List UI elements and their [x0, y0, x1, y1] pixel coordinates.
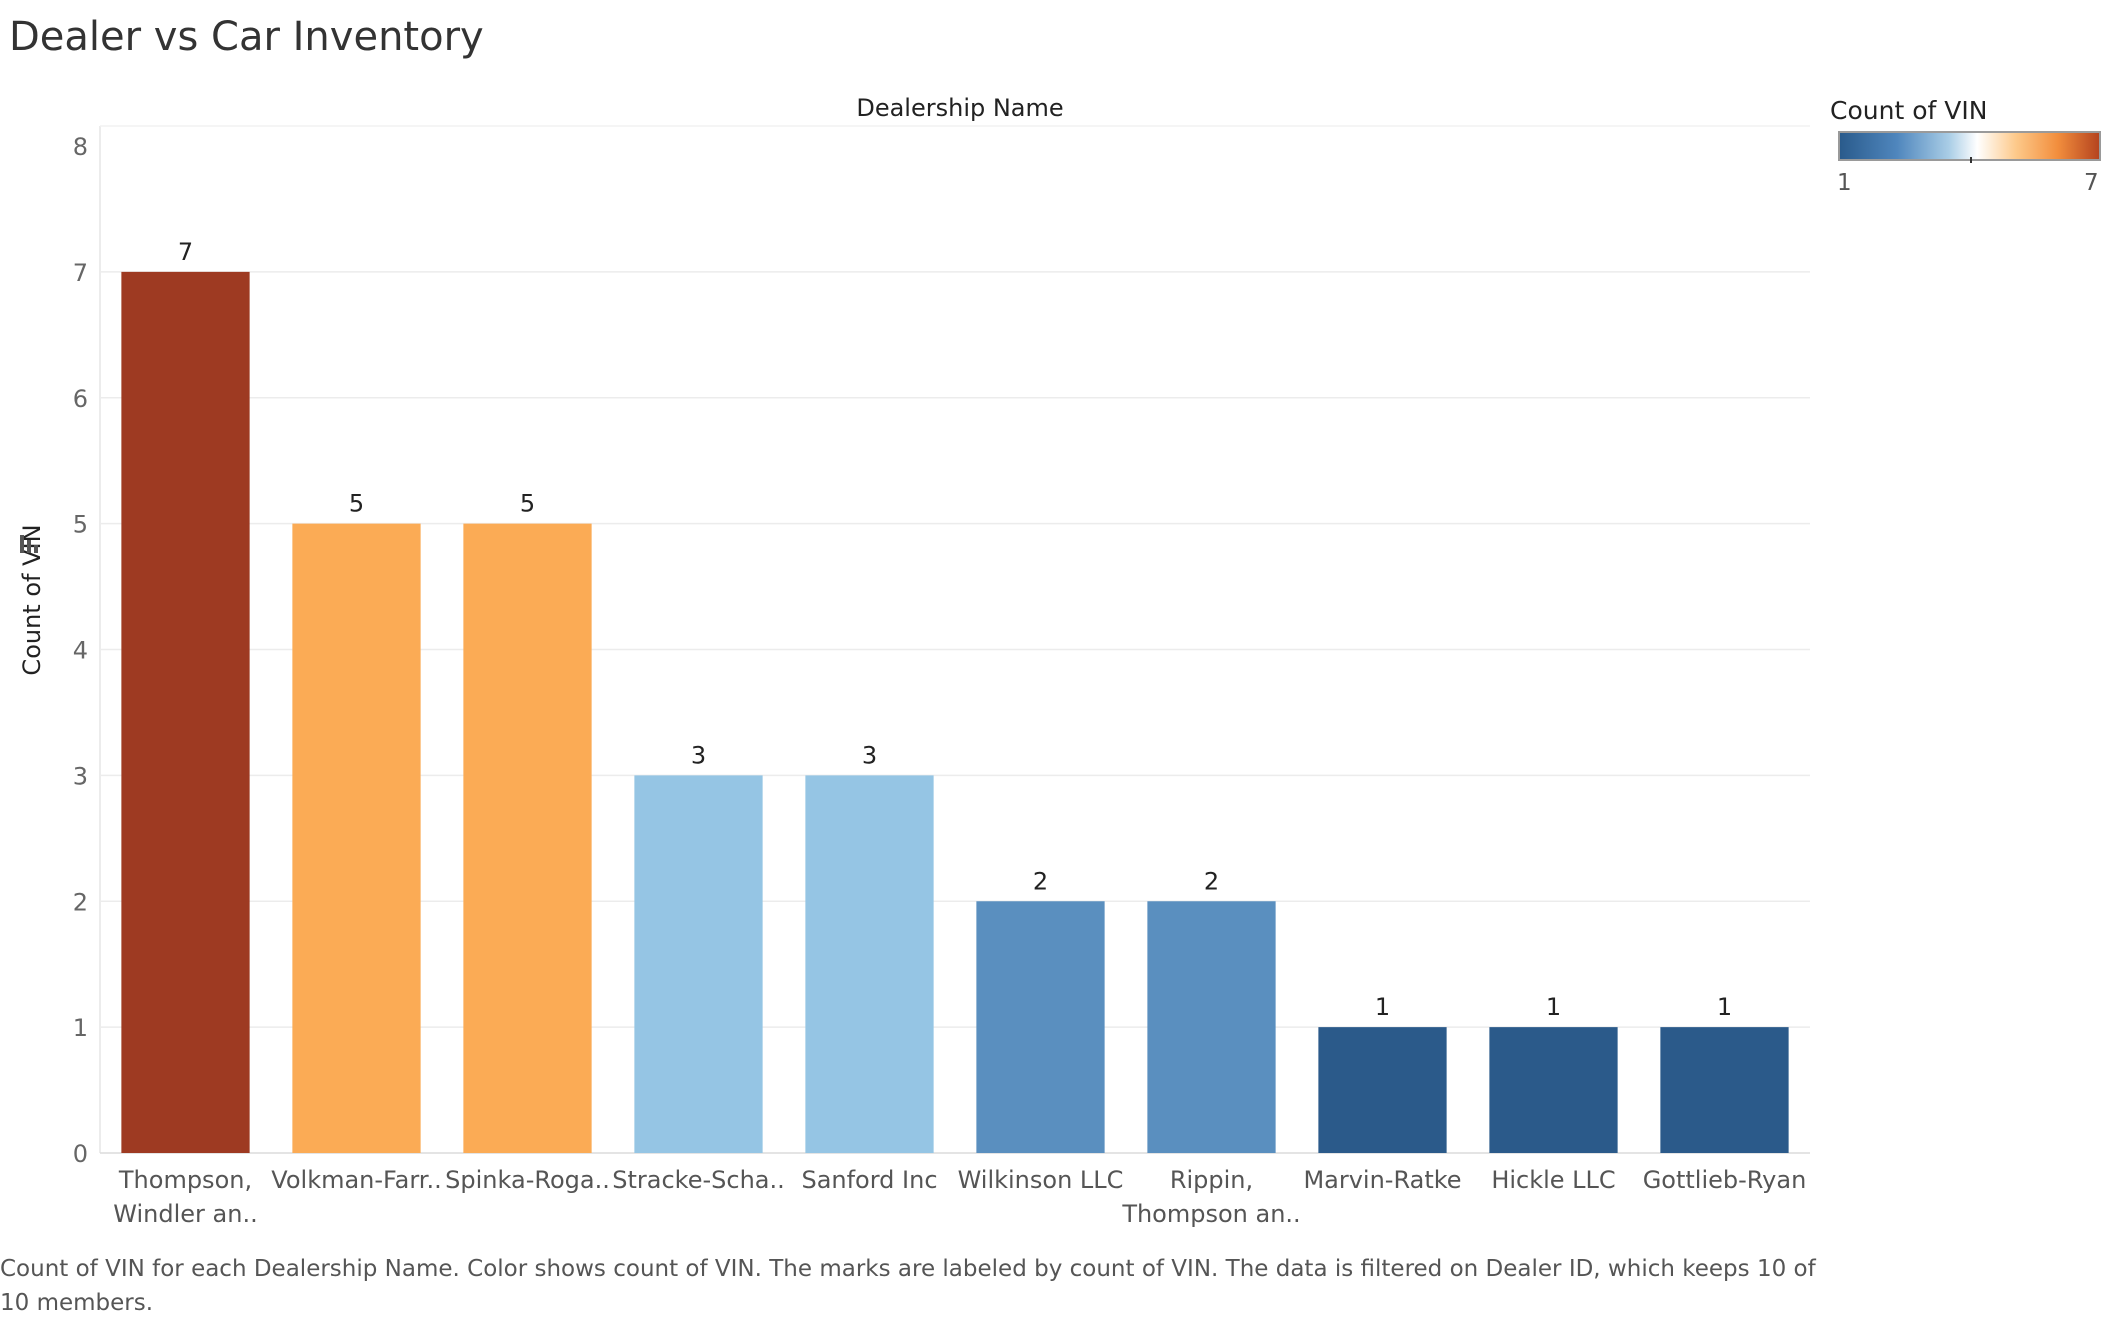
data-label: 1 — [1375, 993, 1390, 1021]
bar[interactable] — [121, 271, 250, 1153]
x-tick-label: Sanford Inc — [801, 1166, 937, 1194]
category-labels: Thompson, Windler an.. Volkman-Farr.. Spink… — [113, 1166, 1806, 1228]
bar[interactable] — [1147, 901, 1276, 1153]
bar[interactable] — [292, 523, 421, 1153]
y-tick-label: 0 — [73, 1140, 88, 1168]
data-label: 1 — [1546, 993, 1561, 1021]
chart-caption: Count of VIN for each Dealership Name. C… — [0, 1256, 1816, 1316]
x-tick-label: Gottlieb-Ryan — [1643, 1166, 1807, 1194]
bar[interactable] — [463, 523, 592, 1153]
bar[interactable] — [1489, 1027, 1618, 1153]
x-tick-label: Thompson, — [118, 1166, 252, 1194]
y-tick-label: 6 — [73, 385, 88, 413]
data-label: 1 — [1717, 993, 1732, 1021]
value-labels: 7 5 5 3 3 2 2 1 1 1 — [178, 238, 1732, 1021]
data-label: 5 — [349, 490, 364, 518]
y-tick-label: 1 — [73, 1014, 88, 1042]
x-tick-label: Wilkinson LLC — [958, 1166, 1124, 1194]
legend-gradient-bar[interactable] — [1838, 131, 2101, 161]
legend-title: Count of VIN — [1830, 96, 1988, 125]
y-tick-label: 5 — [73, 511, 88, 539]
x-tick-label: Hickle LLC — [1491, 1166, 1615, 1194]
x-tick-label: Windler an.. — [113, 1200, 257, 1228]
bar[interactable] — [1660, 1027, 1789, 1153]
y-tick-label: 4 — [73, 637, 88, 665]
data-label: 3 — [862, 741, 877, 769]
data-label: 3 — [691, 741, 706, 769]
legend-center-tick — [1970, 157, 1972, 163]
data-label: 7 — [178, 238, 193, 266]
data-label: 2 — [1033, 867, 1048, 895]
y-tick-label: 8 — [73, 133, 88, 161]
bar[interactable] — [1318, 1027, 1447, 1153]
x-tick-label: Thompson an.. — [1121, 1200, 1300, 1228]
sort-icon[interactable] — [20, 535, 38, 553]
bar[interactable] — [634, 775, 763, 1153]
legend-min-label: 1 — [1837, 170, 1852, 196]
x-tick-label: Volkman-Farr.. — [271, 1166, 441, 1194]
x-tick-label: Stracke-Scha.. — [612, 1166, 785, 1194]
bar[interactable] — [805, 775, 934, 1153]
legend-max-label: 7 — [2084, 170, 2099, 196]
y-tick-label: 7 — [73, 259, 88, 287]
chart-title: Dealer vs Car Inventory — [9, 14, 484, 60]
bars — [121, 271, 1789, 1153]
x-axis-title: Dealership Name — [856, 94, 1063, 122]
bar[interactable] — [976, 901, 1105, 1153]
x-tick-label: Marvin-Ratke — [1303, 1166, 1461, 1194]
x-tick-label: Rippin, — [1170, 1166, 1253, 1194]
data-label: 5 — [520, 490, 535, 518]
y-tick-label: 2 — [73, 888, 88, 916]
x-tick-label: Spinka-Roga.. — [445, 1166, 610, 1194]
y-axis: 0 1 2 3 4 5 6 7 8 — [73, 133, 88, 1168]
y-tick-label: 3 — [73, 762, 88, 790]
data-label: 2 — [1204, 867, 1219, 895]
